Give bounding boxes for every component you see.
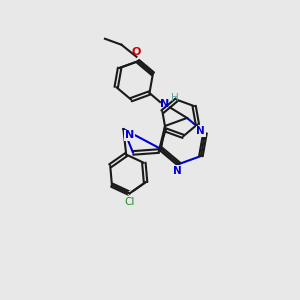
Text: N: N	[196, 127, 205, 136]
Text: H: H	[171, 94, 179, 103]
Text: N: N	[160, 100, 169, 110]
Text: O: O	[132, 47, 141, 57]
Text: Cl: Cl	[124, 197, 135, 207]
Text: N: N	[173, 166, 182, 176]
Text: N: N	[125, 130, 134, 140]
